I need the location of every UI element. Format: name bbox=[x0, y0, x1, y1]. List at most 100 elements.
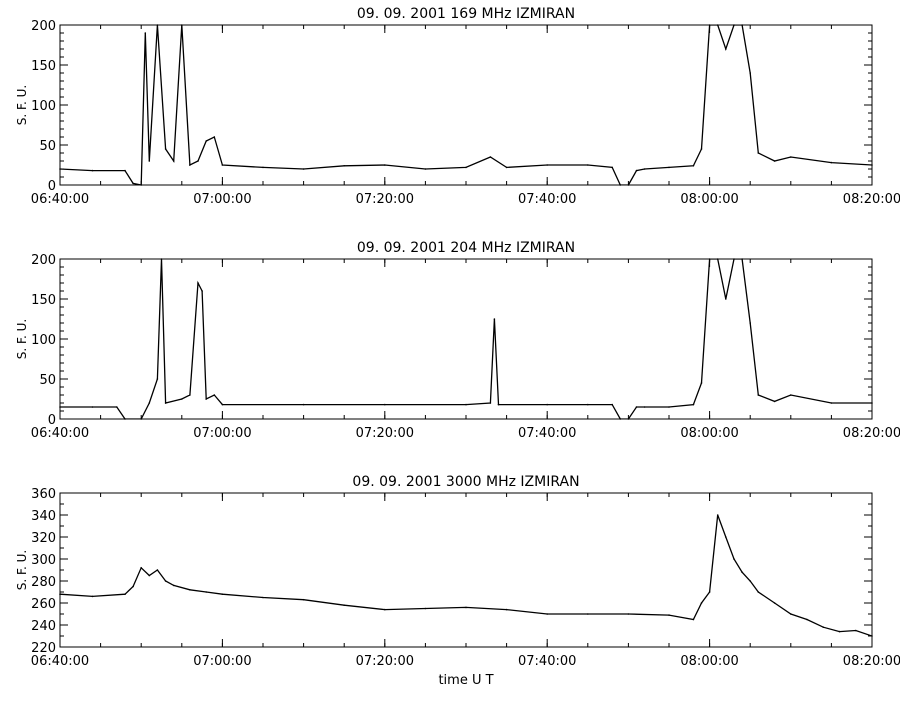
data-point bbox=[716, 258, 719, 260]
data-point bbox=[773, 602, 776, 604]
data-point bbox=[148, 574, 151, 577]
data-point bbox=[148, 402, 151, 404]
data-point bbox=[91, 169, 94, 172]
data-point bbox=[587, 164, 589, 166]
data-point bbox=[302, 598, 305, 601]
data-point bbox=[741, 258, 743, 260]
data-point bbox=[221, 164, 224, 166]
data-point bbox=[700, 148, 703, 150]
data-point bbox=[148, 160, 151, 162]
data-point bbox=[197, 160, 199, 162]
plot-frame bbox=[59, 24, 873, 186]
data-point bbox=[59, 593, 61, 595]
data-point bbox=[757, 394, 760, 396]
x-tick-label: 08:00:00 bbox=[680, 192, 738, 207]
data-point bbox=[668, 614, 670, 616]
chart-panel-2: 09. 09. 2001 3000 MHz IZMIRAN S. F. U. 220… bbox=[15, 474, 900, 688]
data-point bbox=[181, 398, 183, 400]
data-point bbox=[757, 152, 760, 154]
data-point bbox=[181, 24, 183, 26]
y-tick-label: 50 bbox=[39, 373, 56, 388]
x-tick-label: 07:00:00 bbox=[193, 426, 251, 441]
data-point bbox=[465, 166, 467, 169]
data-point bbox=[384, 403, 386, 406]
data-point bbox=[716, 514, 719, 516]
data-point bbox=[708, 591, 711, 593]
data-point bbox=[741, 24, 743, 26]
y-tick-label: 200 bbox=[31, 19, 56, 34]
data-point bbox=[205, 591, 207, 593]
x-axis-label: time U T bbox=[438, 673, 493, 688]
data-point bbox=[708, 258, 711, 260]
data-point bbox=[262, 596, 264, 599]
data-point bbox=[733, 258, 735, 260]
data-point bbox=[806, 618, 808, 621]
data-point bbox=[302, 403, 305, 406]
data-point bbox=[59, 406, 61, 408]
y-tick-label: 150 bbox=[31, 293, 56, 308]
y-tick-label: 150 bbox=[31, 59, 56, 74]
data-point bbox=[384, 164, 386, 166]
y-tick-label: 260 bbox=[31, 597, 56, 612]
data-point bbox=[587, 403, 589, 406]
x-tick-label: 08:20:00 bbox=[843, 426, 900, 441]
data-point bbox=[189, 164, 191, 166]
x-tick-label: 08:00:00 bbox=[680, 654, 738, 669]
data-point bbox=[725, 536, 727, 538]
chart-panel-0: 09. 09. 2001 169 MHz IZMIRAN S. F. U. 0 50 1… bbox=[15, 6, 900, 207]
data-point bbox=[643, 168, 646, 170]
data-point bbox=[830, 161, 833, 164]
plot-frame bbox=[59, 258, 873, 420]
x-tick-label: 08:20:00 bbox=[843, 654, 900, 669]
y-tick-label: 360 bbox=[31, 487, 56, 502]
y-axis-label: S. F. U. bbox=[15, 85, 29, 125]
data-point bbox=[871, 635, 873, 637]
x-tick-label: 07:40:00 bbox=[518, 192, 576, 207]
data-point bbox=[156, 378, 159, 380]
data-point bbox=[156, 24, 159, 26]
data-point bbox=[205, 398, 207, 400]
data-point bbox=[643, 406, 646, 408]
y-tick-label: 340 bbox=[31, 509, 56, 524]
data-point bbox=[692, 165, 695, 167]
data-point bbox=[124, 169, 126, 172]
data-point bbox=[700, 602, 703, 604]
data-point bbox=[749, 322, 751, 324]
data-point bbox=[725, 48, 727, 50]
data-point bbox=[830, 402, 833, 404]
y-tick-label: 300 bbox=[31, 553, 56, 568]
data-point bbox=[871, 164, 873, 166]
data-point bbox=[619, 184, 622, 186]
x-tick-label: 07:20:00 bbox=[356, 426, 414, 441]
data-point bbox=[790, 156, 792, 158]
series-line-0 bbox=[60, 259, 872, 419]
data-point bbox=[465, 403, 467, 406]
data-point bbox=[140, 184, 142, 186]
data-point bbox=[189, 394, 191, 396]
y-tick-label: 0 bbox=[48, 179, 56, 194]
data-point bbox=[546, 164, 548, 166]
data-point bbox=[156, 569, 159, 571]
y-tick-label: 220 bbox=[31, 641, 56, 656]
chart-panel-1: 09. 09. 2001 204 MHz IZMIRAN S. F. U. 0 50 1… bbox=[15, 240, 900, 441]
data-point bbox=[164, 148, 167, 150]
data-point bbox=[708, 24, 711, 26]
data-point bbox=[262, 166, 264, 169]
data-point bbox=[91, 406, 94, 408]
series-line-0 bbox=[60, 514, 872, 637]
data-point bbox=[197, 282, 199, 284]
chart-title: 09. 09. 2001 169 MHz IZMIRAN bbox=[357, 6, 575, 22]
data-point bbox=[733, 24, 735, 26]
data-point bbox=[635, 169, 638, 172]
data-point bbox=[700, 382, 703, 384]
data-point bbox=[619, 418, 622, 420]
data-point bbox=[140, 567, 142, 569]
x-tick-label: 07:40:00 bbox=[518, 426, 576, 441]
data-point bbox=[733, 558, 735, 560]
data-point bbox=[790, 613, 792, 615]
data-point bbox=[493, 318, 496, 320]
data-point bbox=[201, 290, 203, 292]
data-point bbox=[627, 184, 630, 186]
data-point bbox=[587, 613, 589, 615]
